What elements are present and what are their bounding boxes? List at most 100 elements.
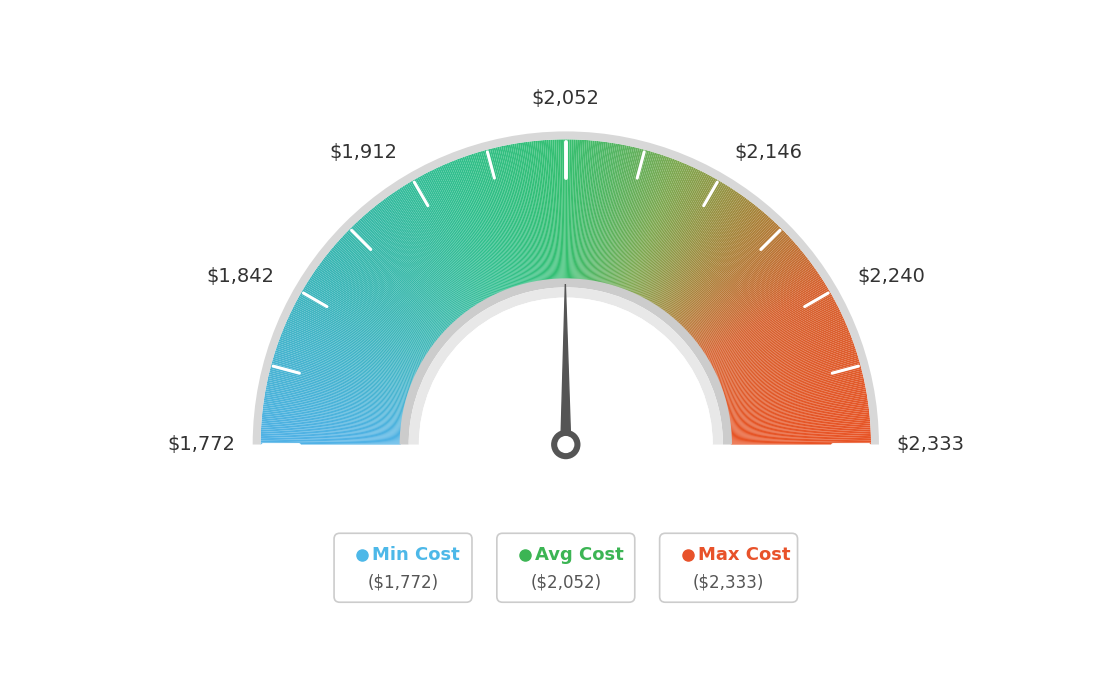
- Wedge shape: [263, 410, 402, 427]
- FancyBboxPatch shape: [497, 533, 635, 602]
- Wedge shape: [652, 185, 728, 304]
- Wedge shape: [731, 425, 871, 435]
- Wedge shape: [729, 389, 867, 415]
- Wedge shape: [651, 184, 726, 304]
- Wedge shape: [460, 157, 510, 290]
- Wedge shape: [364, 215, 457, 321]
- Wedge shape: [512, 144, 538, 282]
- Wedge shape: [528, 141, 546, 281]
- Wedge shape: [721, 339, 853, 388]
- Wedge shape: [714, 309, 840, 373]
- Wedge shape: [730, 412, 870, 428]
- Wedge shape: [499, 146, 531, 284]
- Wedge shape: [533, 141, 549, 280]
- Wedge shape: [417, 177, 486, 300]
- Wedge shape: [415, 178, 486, 301]
- Wedge shape: [731, 441, 871, 444]
- Wedge shape: [613, 152, 655, 286]
- Text: Max Cost: Max Cost: [698, 546, 790, 564]
- Wedge shape: [722, 346, 856, 393]
- Wedge shape: [673, 213, 766, 320]
- Wedge shape: [333, 246, 440, 337]
- Wedge shape: [587, 142, 608, 281]
- Wedge shape: [346, 231, 447, 330]
- Wedge shape: [705, 281, 825, 357]
- Wedge shape: [390, 195, 471, 310]
- Wedge shape: [268, 373, 405, 406]
- Wedge shape: [598, 146, 628, 283]
- Wedge shape: [270, 365, 406, 402]
- Wedge shape: [373, 207, 463, 317]
- Wedge shape: [691, 246, 798, 337]
- Wedge shape: [631, 164, 689, 293]
- Wedge shape: [518, 143, 541, 282]
- Wedge shape: [578, 140, 591, 280]
- Wedge shape: [278, 341, 411, 390]
- Wedge shape: [439, 166, 498, 295]
- Wedge shape: [329, 250, 438, 340]
- Wedge shape: [261, 435, 401, 440]
- Wedge shape: [306, 283, 426, 358]
- Wedge shape: [523, 142, 544, 281]
- Wedge shape: [556, 139, 562, 279]
- Text: Min Cost: Min Cost: [372, 546, 460, 564]
- Wedge shape: [263, 408, 402, 426]
- Wedge shape: [694, 255, 806, 342]
- Wedge shape: [608, 150, 647, 286]
- Wedge shape: [716, 319, 846, 378]
- Wedge shape: [355, 222, 453, 325]
- Wedge shape: [276, 346, 410, 393]
- Wedge shape: [730, 404, 869, 424]
- Wedge shape: [676, 217, 771, 322]
- Wedge shape: [400, 278, 732, 444]
- Polygon shape: [561, 284, 571, 444]
- Wedge shape: [570, 139, 575, 279]
- Wedge shape: [311, 275, 428, 353]
- Wedge shape: [501, 146, 532, 284]
- Wedge shape: [607, 149, 644, 285]
- Wedge shape: [627, 161, 680, 291]
- Wedge shape: [322, 259, 435, 345]
- Wedge shape: [283, 328, 413, 383]
- Wedge shape: [677, 218, 772, 323]
- Wedge shape: [720, 336, 851, 386]
- Wedge shape: [351, 226, 450, 327]
- Wedge shape: [490, 148, 526, 285]
- Wedge shape: [688, 239, 793, 334]
- Wedge shape: [618, 155, 666, 288]
- Wedge shape: [320, 262, 434, 346]
- Wedge shape: [414, 179, 485, 302]
- Wedge shape: [678, 221, 775, 324]
- Wedge shape: [575, 140, 585, 280]
- Wedge shape: [267, 382, 404, 411]
- Wedge shape: [694, 253, 805, 342]
- Wedge shape: [482, 150, 522, 286]
- Wedge shape: [730, 406, 869, 425]
- Wedge shape: [731, 431, 871, 438]
- Wedge shape: [730, 410, 869, 427]
- Wedge shape: [731, 422, 870, 433]
- Wedge shape: [272, 363, 406, 402]
- Wedge shape: [295, 303, 420, 368]
- Wedge shape: [590, 143, 612, 282]
- Wedge shape: [721, 343, 854, 391]
- Wedge shape: [370, 209, 460, 318]
- Wedge shape: [367, 212, 459, 319]
- Wedge shape: [261, 442, 401, 444]
- Wedge shape: [723, 354, 858, 397]
- Wedge shape: [446, 163, 502, 293]
- Wedge shape: [491, 148, 527, 284]
- Wedge shape: [655, 188, 733, 306]
- Wedge shape: [726, 373, 863, 406]
- Wedge shape: [261, 439, 401, 442]
- Wedge shape: [267, 378, 405, 410]
- Wedge shape: [298, 296, 422, 365]
- Wedge shape: [273, 357, 407, 399]
- Text: $2,146: $2,146: [734, 144, 803, 162]
- Wedge shape: [443, 164, 500, 293]
- Wedge shape: [454, 160, 506, 291]
- Wedge shape: [719, 332, 850, 385]
- Wedge shape: [266, 384, 404, 413]
- Wedge shape: [620, 157, 669, 289]
- Wedge shape: [627, 161, 681, 292]
